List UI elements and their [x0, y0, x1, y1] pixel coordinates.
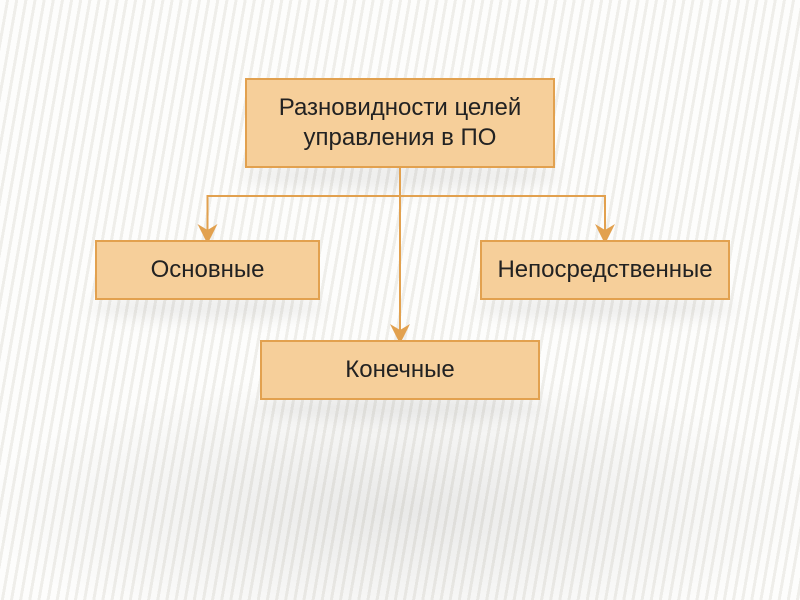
left-node: Основные — [95, 240, 320, 300]
root-label: Разновидности целей управления в ПО — [247, 93, 553, 153]
bottom-node: Конечные — [260, 340, 540, 400]
left-label: Основные — [151, 255, 265, 285]
root-node: Разновидности целей управления в ПО — [245, 78, 555, 168]
bottom-label: Конечные — [345, 355, 455, 385]
right-node: Непосредственные — [480, 240, 730, 300]
right-label: Непосредственные — [497, 255, 712, 285]
